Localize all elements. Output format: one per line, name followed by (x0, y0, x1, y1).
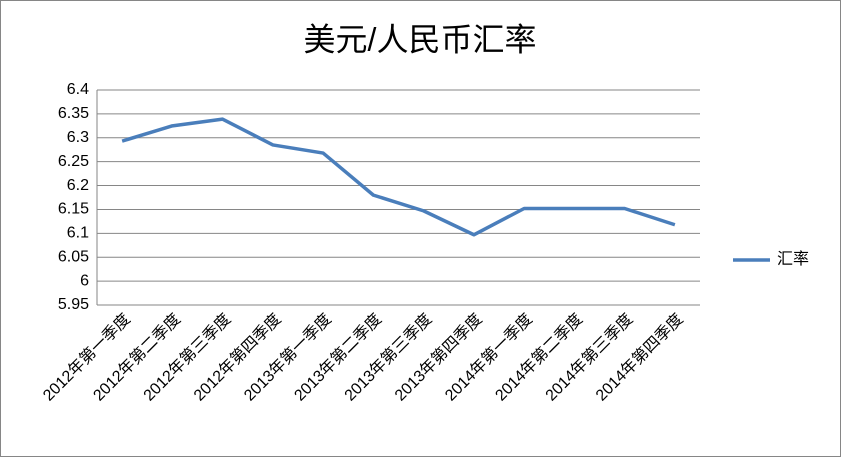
series-line (121, 117, 676, 237)
y-tick-label: 5.95 (58, 296, 89, 313)
y-tick-label: 6.1 (67, 225, 89, 242)
y-tick-label: 6.25 (58, 153, 89, 170)
legend-label: 汇率 (777, 250, 809, 268)
y-tick-label: 6.35 (58, 105, 89, 122)
y-tick-label: 6 (80, 272, 89, 289)
y-tick-label: 6.3 (67, 129, 89, 146)
y-tick-label: 6.4 (67, 81, 89, 98)
y-tick-label: 6.05 (58, 248, 89, 265)
y-tick-label: 6.2 (67, 177, 89, 194)
y-tick-label: 6.15 (58, 201, 89, 218)
chart-title: 美元/人民币汇率 (304, 21, 537, 57)
